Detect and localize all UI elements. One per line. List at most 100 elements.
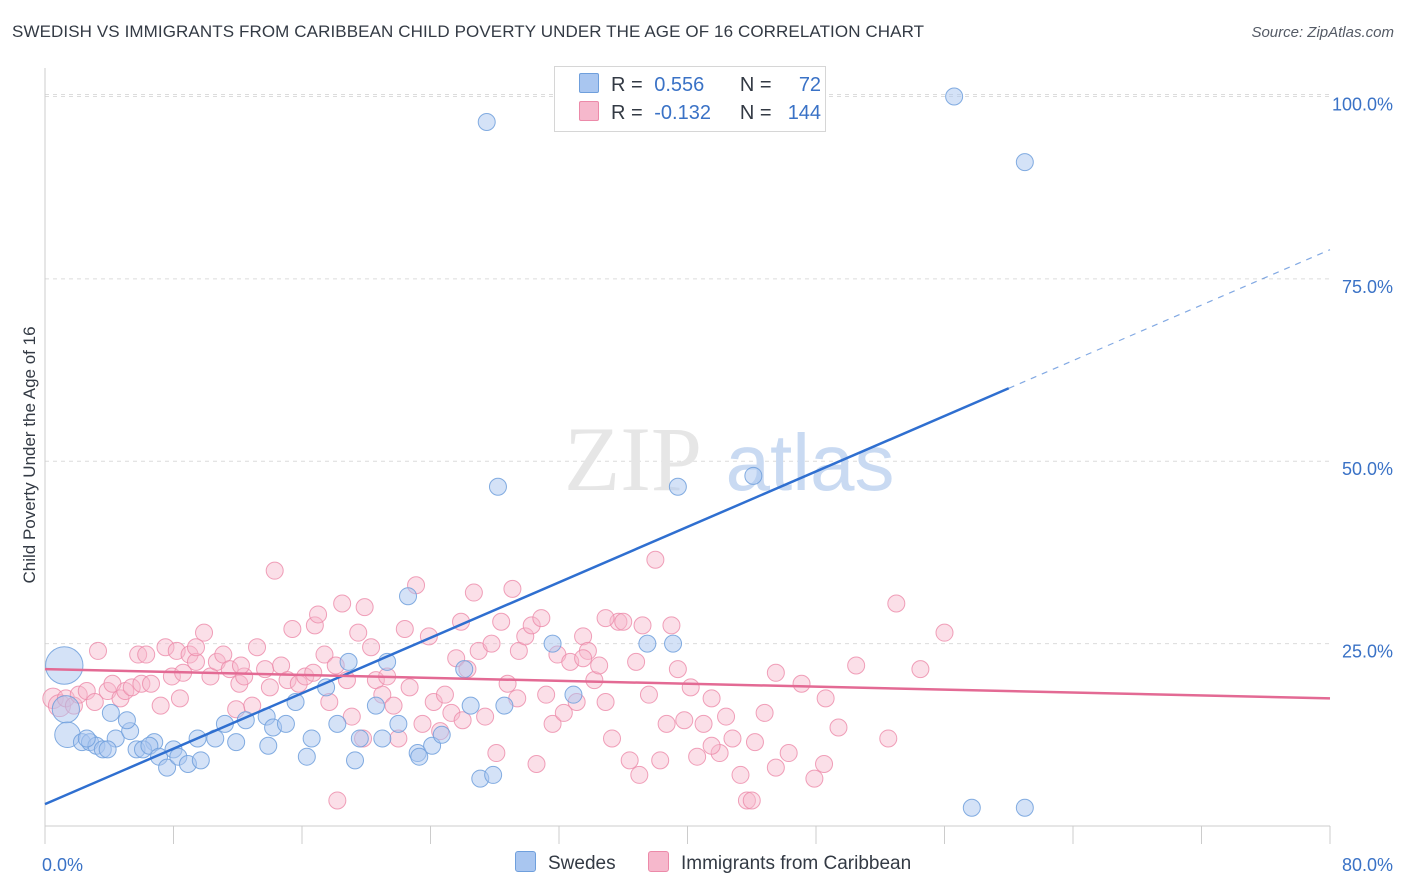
x-tick-label: 80.0%	[1342, 855, 1393, 875]
caribbean-point	[829, 718, 848, 737]
caribbean-point	[688, 747, 707, 766]
caribbean-point	[320, 692, 339, 711]
caribbean-point	[362, 638, 381, 657]
caribbean-point	[627, 652, 646, 671]
caribbean-point	[694, 714, 713, 733]
caribbean-point	[646, 550, 665, 569]
swedes-point	[744, 466, 763, 485]
legend-item-swedes[interactable]: Swedes	[515, 851, 616, 875]
caribbean-point	[574, 649, 593, 668]
caribbean-point	[309, 605, 328, 624]
swedes-point	[461, 696, 480, 715]
y-axis-label: Child Poverty Under the Age of 16	[20, 326, 39, 584]
swedes-point	[455, 660, 474, 679]
caribbean-point	[260, 678, 279, 697]
legend-item-caribbean[interactable]: Immigrants from Caribbean	[648, 851, 911, 875]
legend-n-label: N =	[739, 74, 772, 96]
legend-n-label: N =	[739, 102, 772, 124]
caribbean-point	[464, 583, 483, 602]
caribbean-point	[537, 685, 556, 704]
caribbean-point	[516, 627, 535, 646]
caribbean-point	[132, 674, 151, 693]
legend-row-caribbean: R = -0.132 N = 144	[579, 101, 821, 129]
caribbean-point	[142, 674, 161, 693]
caribbean-point	[527, 754, 546, 773]
chart-title: SWEDISH VS IMMIGRANTS FROM CARIBBEAN CHI…	[12, 22, 925, 41]
swedes-point	[668, 477, 687, 496]
swedes-trend-extension	[1008, 249, 1331, 389]
y-tick-label: 75.0%	[1342, 277, 1393, 297]
swedes-point	[366, 696, 385, 715]
caribbean-point	[453, 711, 472, 730]
caribbean-point	[766, 758, 785, 777]
legend-swatch-swedes	[515, 851, 536, 872]
swedes-point	[543, 634, 562, 653]
axes	[44, 68, 1331, 844]
caribbean-point	[355, 598, 374, 617]
legend-r-value: -0.132	[654, 102, 711, 124]
swedes-point	[158, 758, 177, 777]
caribbean-point	[651, 751, 670, 770]
legend-swatch-caribbean	[648, 851, 669, 872]
caribbean-point	[633, 616, 652, 635]
caribbean-point	[590, 656, 609, 675]
caribbean-point	[675, 711, 694, 730]
trend-lines	[44, 249, 1331, 806]
caribbean-point	[574, 627, 593, 646]
caribbean-point	[742, 791, 761, 810]
caribbean-point	[766, 663, 785, 682]
caribbean-point	[603, 729, 622, 748]
swedes-point	[373, 729, 392, 748]
caribbean-point	[657, 714, 676, 733]
caribbean-point	[170, 689, 189, 708]
caribbean-point	[887, 594, 906, 613]
caribbean-point	[668, 660, 687, 679]
caribbean-point	[492, 612, 511, 631]
caribbean-point	[482, 634, 501, 653]
caribbean-point	[717, 707, 736, 726]
swedes-point	[432, 725, 451, 744]
swedes-point	[276, 714, 295, 733]
y-tick-label: 100.0%	[1332, 94, 1393, 114]
swedes-point	[484, 765, 503, 784]
caribbean-point	[532, 609, 551, 628]
caribbean-point	[395, 620, 414, 639]
caribbean-point	[805, 769, 824, 788]
caribbean-point	[333, 594, 352, 613]
caribbean-point	[315, 645, 334, 664]
swedes-point	[297, 747, 316, 766]
caribbean-point	[413, 714, 432, 733]
swedes-point	[328, 714, 347, 733]
swedes-point	[51, 695, 80, 724]
caribbean-point	[737, 791, 756, 810]
caribbean-point	[596, 609, 615, 628]
caribbean-point	[156, 638, 175, 657]
y-tick-label: 25.0%	[1342, 642, 1393, 662]
caribbean-point	[815, 754, 834, 773]
gridlines	[45, 93, 1330, 645]
caribbean-point	[304, 663, 323, 682]
caribbean-point	[911, 660, 930, 679]
swedes-point	[564, 685, 583, 704]
swedes-point	[259, 736, 278, 755]
swedes-point	[45, 646, 84, 685]
swedes-point	[77, 729, 96, 748]
swedes-point	[945, 87, 964, 106]
swedes-point	[410, 747, 429, 766]
swedes-point	[101, 703, 120, 722]
swedes-point	[389, 714, 408, 733]
caribbean-point	[639, 685, 658, 704]
caribbean-point	[442, 703, 461, 722]
caribbean-point	[543, 714, 562, 733]
caribbean-point	[681, 678, 700, 697]
y-tick-label: 50.0%	[1342, 459, 1393, 479]
swedes-point	[488, 477, 507, 496]
legend-n-value: 72	[798, 74, 822, 96]
caribbean-point	[186, 652, 205, 671]
tick-labels: 25.0% 50.0% 75.0% 100.0% 0.0% 80.0%	[42, 94, 1393, 875]
caribbean-point	[745, 733, 764, 752]
legend-r-label: R =	[611, 102, 643, 124]
caribbean-point	[596, 692, 615, 711]
caribbean-point	[723, 729, 742, 748]
caribbean-point	[487, 744, 506, 763]
